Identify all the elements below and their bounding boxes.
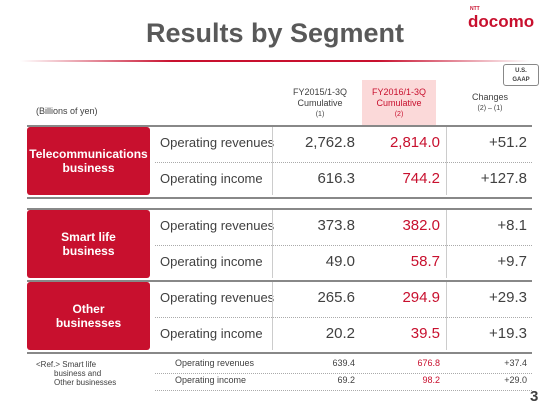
row-label: Operating revenues	[160, 218, 275, 233]
column-header: FY2015/1-3Q Cumulative (1)	[280, 87, 360, 120]
row-divider	[155, 373, 532, 374]
cell-value: 2,814.0	[389, 134, 440, 151]
badge-line: U.S.	[515, 68, 527, 74]
column-divider	[446, 282, 447, 350]
separator	[27, 125, 532, 127]
column-header: FY2016/1-3Q Cumulative (2)	[362, 87, 436, 120]
segment-label: Other businesses	[27, 282, 150, 350]
column-divider	[446, 210, 447, 278]
title: Results by Segment	[145, 18, 405, 48]
cell-value: 49.0	[325, 253, 355, 270]
ref-row-label: Operating revenues	[175, 358, 255, 368]
separator	[27, 197, 532, 199]
segment-name-line: business	[62, 244, 115, 258]
segment-name-line: Other	[72, 302, 105, 316]
ref-cell-value: 98.2	[422, 375, 440, 385]
header-line: Cumulative	[297, 98, 343, 108]
page-number: 3	[530, 388, 539, 405]
ref-cell-value: 676.8	[417, 358, 440, 368]
reference-label: <Ref.> Smart life business and Other busin…	[36, 360, 116, 387]
ref-cell-value: +37.4	[504, 358, 527, 368]
cell-value: 744.2	[402, 170, 440, 187]
ref-row-label: Operating income	[175, 375, 247, 385]
header-line: (1)	[315, 111, 325, 118]
cell-value: +8.1	[497, 217, 527, 234]
row-label: Operating income	[160, 254, 263, 269]
header-line: (2)	[394, 111, 404, 118]
column-header: Changes (2) – (1)	[450, 92, 530, 114]
segment-label: Smart life business	[27, 210, 150, 278]
cell-value: 58.7	[410, 253, 440, 270]
column-divider	[272, 282, 273, 350]
segment-name-line: Smart life	[61, 230, 116, 244]
row-divider	[155, 162, 532, 163]
segment-name-line: Telecommunications	[29, 147, 148, 161]
cell-value: 382.0	[402, 217, 440, 234]
row-label: Operating revenues	[160, 290, 275, 305]
separator	[27, 352, 532, 354]
segment-label: Telecommunications business	[27, 127, 150, 195]
row-divider	[155, 317, 532, 318]
header-line: Changes	[471, 92, 509, 102]
row-label: Operating revenues	[160, 135, 275, 150]
header-line: FY2016/1-3Q	[371, 87, 427, 97]
cell-value: 39.5	[410, 325, 440, 342]
ref-cell-value: +29.0	[504, 375, 527, 385]
row-divider	[155, 390, 532, 391]
reference-name-line: business and	[54, 369, 102, 378]
cell-value: 20.2	[325, 325, 355, 342]
segment-name-line: business	[62, 161, 115, 175]
ref-cell-value: 639.4	[332, 358, 355, 368]
header-line: Cumulative	[376, 98, 422, 108]
badge-line: GAAP	[512, 77, 530, 83]
unit: (Billions of yen)	[36, 106, 98, 116]
header-line: FY2015/1-3Q	[292, 87, 348, 97]
reference-name-line: <Ref.> Smart life	[36, 360, 97, 369]
cell-value: +51.2	[489, 134, 527, 151]
logo-prefix: NTT	[470, 6, 480, 12]
cell-value: 373.8	[317, 217, 355, 234]
title-rule	[20, 60, 530, 62]
ref-cell-value: 69.2	[337, 375, 355, 385]
cell-value: +127.8	[480, 170, 527, 187]
row-divider	[155, 245, 532, 246]
row-label: Operating income	[160, 326, 263, 341]
header-line: (2) – (1)	[477, 105, 503, 112]
cell-value: +9.7	[497, 253, 527, 270]
column-divider	[272, 127, 273, 195]
cell-value: 2,762.8	[304, 134, 355, 151]
separator	[27, 280, 532, 282]
column-divider	[272, 210, 273, 278]
badge: U.S. GAAP	[503, 64, 539, 86]
cell-value: +19.3	[489, 325, 527, 342]
cell-value: 616.3	[317, 170, 355, 187]
column-divider	[446, 127, 447, 195]
row-label: Operating income	[160, 171, 263, 186]
cell-value: 265.6	[317, 289, 355, 306]
highlight-header	[362, 80, 436, 125]
logo: docomo	[468, 12, 535, 31]
cell-value: 294.9	[402, 289, 440, 306]
segment-name-line: businesses	[55, 316, 122, 330]
reference-name-line: Other businesses	[54, 378, 117, 387]
separator	[27, 208, 532, 210]
cell-value: +29.3	[489, 289, 527, 306]
